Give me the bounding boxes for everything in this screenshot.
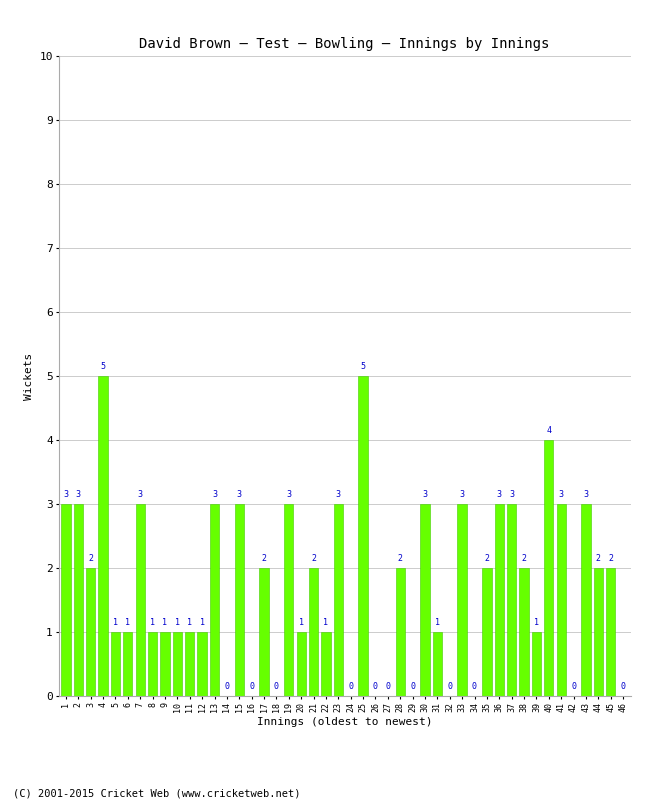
Text: 3: 3: [212, 490, 217, 499]
Text: 2: 2: [484, 554, 489, 563]
Text: 0: 0: [348, 682, 353, 691]
Bar: [185, 632, 194, 696]
Text: 2: 2: [261, 554, 266, 563]
Text: 1: 1: [187, 618, 192, 627]
Bar: [507, 504, 516, 696]
Text: 1: 1: [324, 618, 328, 627]
Text: (C) 2001-2015 Cricket Web (www.cricketweb.net): (C) 2001-2015 Cricket Web (www.cricketwe…: [13, 788, 300, 798]
Text: 3: 3: [509, 490, 514, 499]
Text: 2: 2: [521, 554, 527, 563]
X-axis label: Innings (oldest to newest): Innings (oldest to newest): [257, 717, 432, 727]
Bar: [495, 504, 504, 696]
Text: 1: 1: [113, 618, 118, 627]
Bar: [296, 632, 306, 696]
Bar: [593, 568, 603, 696]
Bar: [61, 504, 71, 696]
Bar: [148, 632, 157, 696]
Text: 5: 5: [361, 362, 365, 371]
Text: 0: 0: [447, 682, 452, 691]
Bar: [556, 504, 566, 696]
Bar: [458, 504, 467, 696]
Bar: [333, 504, 343, 696]
Bar: [136, 504, 145, 696]
Bar: [259, 568, 268, 696]
Text: 0: 0: [385, 682, 391, 691]
Text: 4: 4: [546, 426, 551, 435]
Bar: [396, 568, 405, 696]
Bar: [519, 568, 528, 696]
Text: 0: 0: [472, 682, 477, 691]
Text: 0: 0: [274, 682, 279, 691]
Bar: [321, 632, 331, 696]
Bar: [532, 632, 541, 696]
Bar: [198, 632, 207, 696]
Bar: [421, 504, 430, 696]
Text: 3: 3: [460, 490, 465, 499]
Title: David Brown – Test – Bowling – Innings by Innings: David Brown – Test – Bowling – Innings b…: [139, 37, 550, 50]
Bar: [98, 376, 108, 696]
Y-axis label: Wickets: Wickets: [24, 352, 34, 400]
Text: 1: 1: [162, 618, 168, 627]
Text: 3: 3: [286, 490, 291, 499]
Text: 3: 3: [64, 490, 68, 499]
Bar: [433, 632, 442, 696]
Text: 3: 3: [584, 490, 588, 499]
Bar: [161, 632, 170, 696]
Text: 1: 1: [150, 618, 155, 627]
Bar: [309, 568, 318, 696]
Bar: [86, 568, 96, 696]
Text: 3: 3: [558, 490, 564, 499]
Text: 1: 1: [298, 618, 304, 627]
Text: 2: 2: [608, 554, 613, 563]
Text: 3: 3: [336, 490, 341, 499]
Text: 2: 2: [311, 554, 316, 563]
Text: 1: 1: [435, 618, 440, 627]
Text: 2: 2: [398, 554, 403, 563]
Text: 3: 3: [237, 490, 242, 499]
Bar: [581, 504, 591, 696]
Text: 0: 0: [571, 682, 576, 691]
Bar: [235, 504, 244, 696]
Text: 3: 3: [422, 490, 428, 499]
Text: 0: 0: [249, 682, 254, 691]
Bar: [210, 504, 219, 696]
Bar: [544, 440, 553, 696]
Text: 1: 1: [200, 618, 205, 627]
Text: 0: 0: [224, 682, 229, 691]
Text: 1: 1: [175, 618, 180, 627]
Text: 1: 1: [125, 618, 131, 627]
Text: 1: 1: [534, 618, 539, 627]
Text: 0: 0: [373, 682, 378, 691]
Bar: [124, 632, 133, 696]
Text: 0: 0: [621, 682, 625, 691]
Bar: [111, 632, 120, 696]
Text: 2: 2: [596, 554, 601, 563]
Text: 3: 3: [138, 490, 143, 499]
Bar: [173, 632, 182, 696]
Bar: [284, 504, 293, 696]
Text: 3: 3: [76, 490, 81, 499]
Text: 2: 2: [88, 554, 93, 563]
Text: 0: 0: [410, 682, 415, 691]
Text: 5: 5: [101, 362, 105, 371]
Bar: [358, 376, 368, 696]
Bar: [606, 568, 616, 696]
Bar: [73, 504, 83, 696]
Bar: [482, 568, 491, 696]
Text: 3: 3: [497, 490, 502, 499]
